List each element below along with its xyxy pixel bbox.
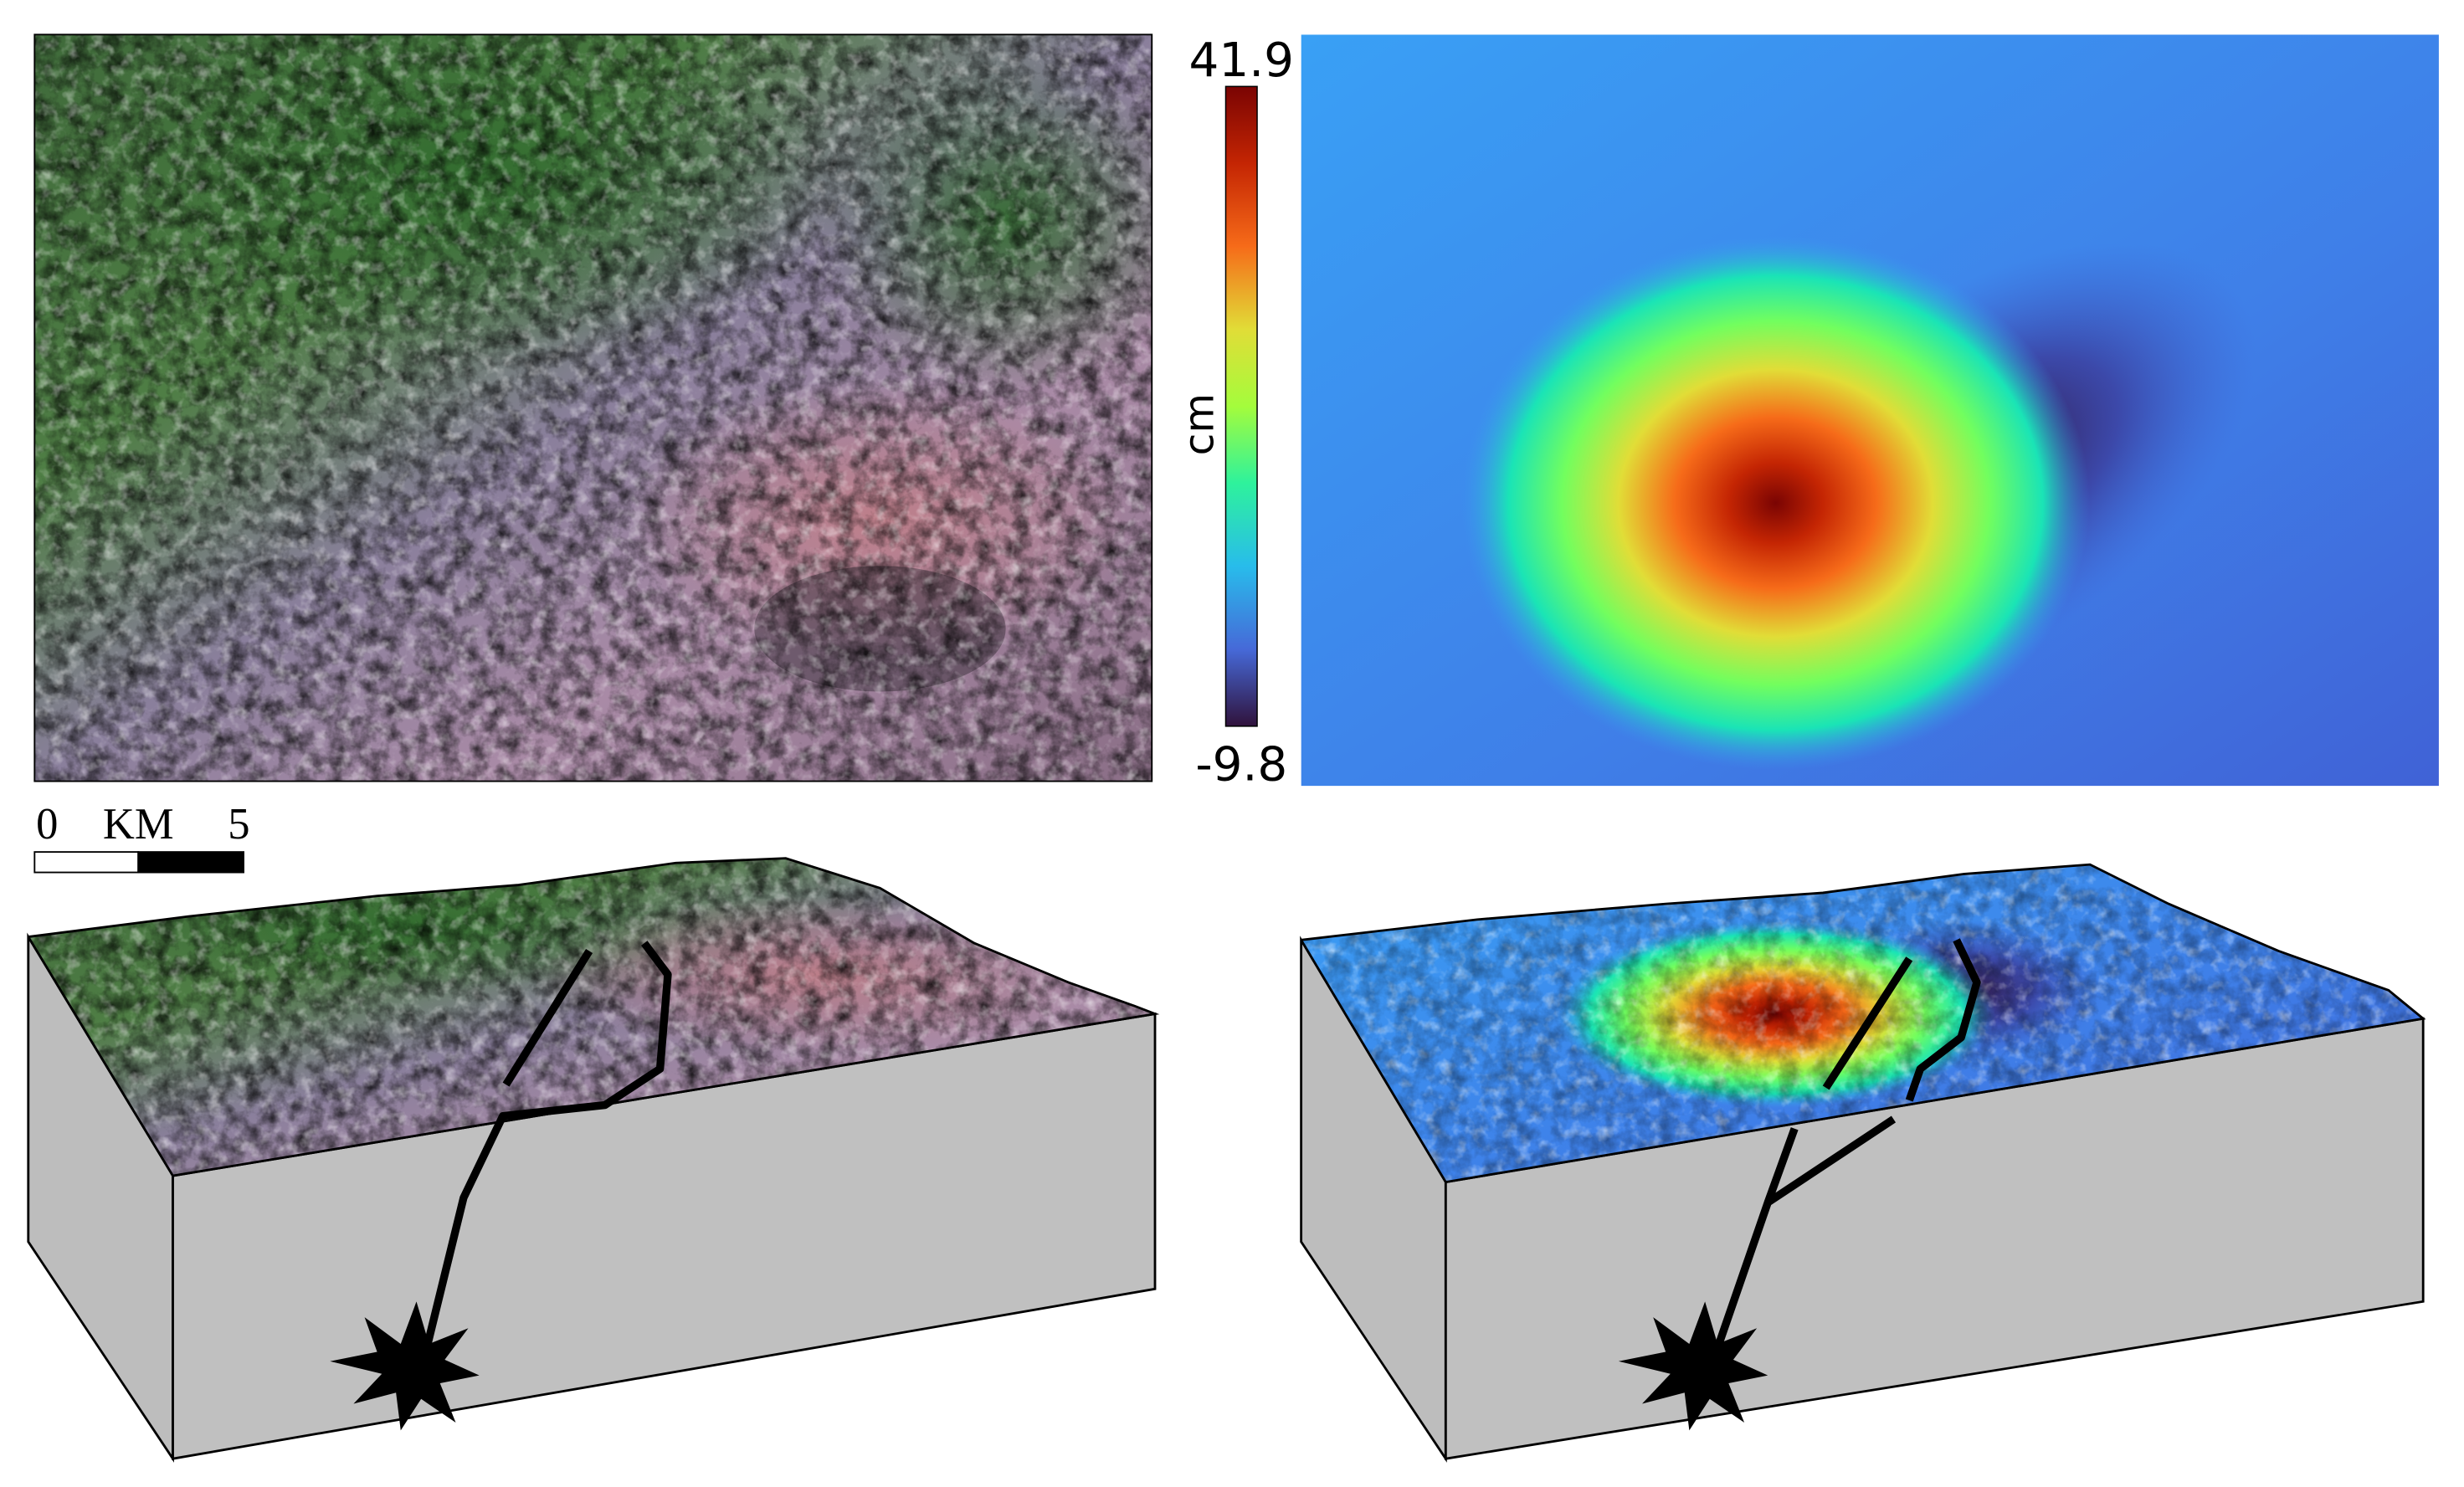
- block-diagram-right: [1300, 863, 2426, 1463]
- scale-bar-white: [33, 851, 140, 874]
- block-diagram-left: [27, 857, 1160, 1463]
- satellite-image: [34, 34, 1152, 782]
- colorbar-min: -9.8: [1195, 737, 1287, 792]
- scale-start: 0: [36, 800, 58, 849]
- image-frame: [33, 33, 1153, 782]
- deformation-map: [1301, 34, 2439, 787]
- colorbar-max: 41.9: [1189, 33, 1294, 88]
- colorbar: [1224, 85, 1258, 727]
- scale-unit: KM: [103, 800, 174, 849]
- colorbar-unit: cm: [1175, 393, 1223, 455]
- scale-bar-black: [137, 851, 244, 874]
- scale-end: 5: [228, 800, 249, 849]
